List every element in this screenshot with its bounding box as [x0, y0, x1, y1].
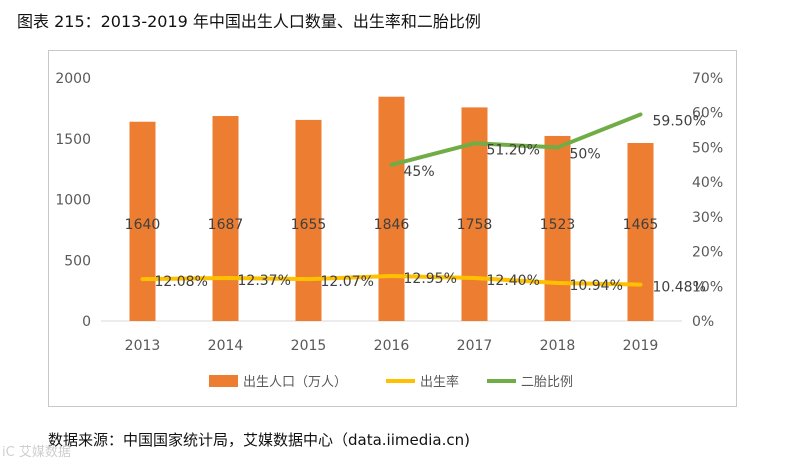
- x-tick-label: 2019: [623, 338, 659, 354]
- legend-label: 出生率: [420, 374, 459, 390]
- birth-rate-data-label: 12.07%: [321, 274, 374, 290]
- legend-label: 出生人口（万人）: [243, 375, 347, 390]
- y-left-tick-label: 0: [82, 314, 91, 330]
- legend-swatch-bar: [209, 375, 238, 387]
- second-child-data-label: 51.20%: [487, 142, 540, 158]
- y-left-tick-label: 2000: [55, 71, 91, 87]
- second-child-data-label: 50%: [570, 146, 601, 162]
- bar-birth-population: [544, 135, 571, 321]
- birth-rate-data-label: 12.95%: [404, 271, 457, 287]
- line-second-child-ratio: [389, 112, 643, 167]
- bar-data-label: 1758: [457, 217, 493, 233]
- y-right-tick-label: 40%: [692, 175, 723, 191]
- y-left-tick-label: 1500: [55, 132, 91, 148]
- bar-data-label: 1640: [125, 217, 161, 233]
- bar-birth-population: [295, 119, 322, 321]
- x-tick-label: 2014: [208, 338, 244, 354]
- bar-birth-population: [212, 116, 239, 321]
- y-right-tick-label: 50%: [692, 140, 723, 156]
- second-child-data-label: 59.50%: [653, 113, 706, 129]
- birth-rate-data-label: 10.48%: [653, 280, 706, 296]
- combo-chart: 0 500 1000 1500 2000 0% 10% 20% 30% 40% 50% 60% 70% 2…: [55, 71, 723, 390]
- birth-rate-data-label: 10.94%: [570, 278, 623, 294]
- x-tick-label: 2018: [540, 338, 576, 354]
- chart-frame: 0 500 1000 1500 2000 0% 10% 20% 30% 40% 50% 60% 70% 2…: [48, 50, 737, 407]
- figure-title: 图表 215：2013-2019 年中国出生人口数量、出生率和二胎比例: [17, 12, 481, 31]
- bar-birth-population: [627, 143, 654, 321]
- x-tick-label: 2013: [125, 338, 161, 354]
- y-left-tick-label: 500: [64, 253, 91, 269]
- y-right-tick-label: 30%: [692, 210, 723, 226]
- bar-birth-population: [129, 121, 156, 322]
- y-right-tick-label: 0%: [692, 314, 714, 330]
- bar-data-label: 1687: [208, 217, 244, 233]
- birth-rate-data-label: 12.37%: [238, 273, 291, 289]
- line-birth-rate: [140, 274, 643, 287]
- y-right-tick-label: 60%: [692, 106, 723, 122]
- bar-data-label: 1846: [374, 217, 410, 233]
- birth-rate-data-label: 12.08%: [155, 274, 208, 290]
- source-note: 数据来源：中国国家统计局，艾媒数据中心（data.iimedia.cn): [48, 431, 470, 449]
- bar-data-label: 1655: [291, 217, 327, 233]
- legend-label: 二胎比例: [521, 375, 573, 390]
- y-right-tick-label: 10%: [692, 279, 723, 295]
- bar-birth-population: [378, 96, 405, 321]
- x-tick-label: 2015: [291, 338, 327, 354]
- y-left-tick-label: 1000: [55, 193, 91, 209]
- bar-data-label: 1523: [540, 217, 576, 233]
- bar-data-label: 1465: [623, 217, 659, 233]
- y-right-tick-label: 20%: [692, 245, 723, 261]
- bar-birth-population: [461, 107, 488, 321]
- birth-rate-data-label: 12.40%: [487, 273, 540, 289]
- watermark-logo: iC 艾媒数据: [2, 445, 71, 460]
- x-tick-label: 2017: [457, 338, 493, 354]
- x-tick-label: 2016: [374, 338, 410, 354]
- y-right-tick-label: 70%: [692, 71, 723, 87]
- second-child-data-label: 45%: [404, 164, 435, 180]
